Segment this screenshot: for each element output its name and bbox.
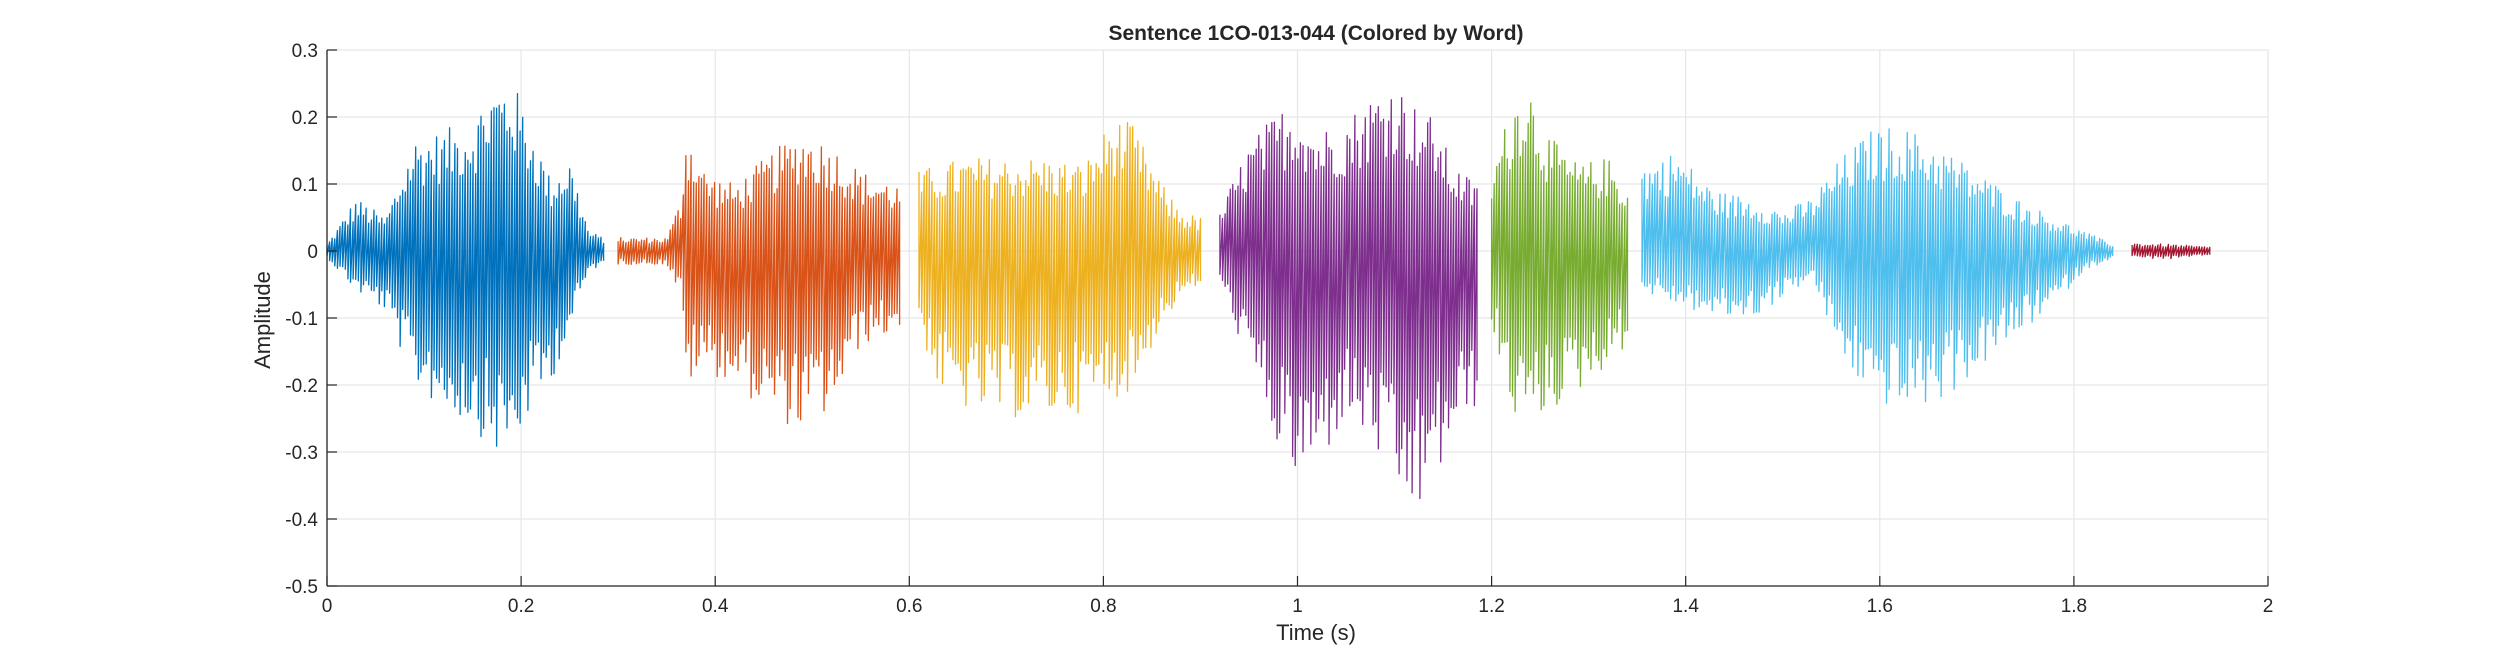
axes [326, 49, 2269, 587]
y-tick-label: 0.1 [292, 175, 318, 196]
word-segment-1 [326, 93, 605, 447]
x-tick-label: 0.2 [508, 596, 534, 617]
waveform-trace [1490, 102, 1629, 413]
y-tick-label: -0.4 [285, 510, 318, 531]
x-tick-label: 1.8 [2061, 596, 2087, 617]
waveform-trace [1641, 128, 2114, 404]
x-tick-label: 1 [1292, 596, 1303, 617]
y-axis-label: Amplitude [250, 271, 275, 369]
x-tick-label: 1.2 [1478, 596, 1504, 617]
x-axis-label: Time (s) [1276, 620, 1356, 645]
y-tick-label: -0.1 [285, 309, 318, 330]
word-segment-2 [617, 145, 901, 425]
waveform-trace [2131, 243, 2211, 260]
x-tick-label: 1.4 [1672, 596, 1699, 617]
tick-labels: 0 0.2 0.4 0.6 0.8 1 1.2 1.4 1.6 1.8 2 -0.5 -0.4 -0.3 -… [285, 41, 2273, 617]
word-segment-4 [1219, 97, 1478, 500]
chart-title: Sentence 1CO-013-044 (Colored by Word) [1108, 22, 1523, 45]
waveform-trace [1219, 97, 1478, 500]
word-segment-3 [918, 121, 1202, 418]
x-tick-label: 2 [2263, 596, 2274, 617]
word-segment-5 [1490, 102, 1629, 413]
series-layer [326, 93, 2211, 500]
y-tick-label: 0.3 [292, 41, 318, 62]
y-tick-label: -0.2 [285, 376, 318, 397]
waveform-trace [326, 93, 605, 447]
word-segment-6 [1641, 128, 2114, 404]
x-tick-label: 0.8 [1090, 596, 1116, 617]
x-tick-label: 1.6 [1867, 596, 1893, 617]
y-tick-label: -0.3 [285, 443, 318, 464]
x-tick-label: 0 [322, 596, 333, 617]
y-tick-label: 0 [307, 242, 318, 263]
waveform-trace [918, 121, 1202, 418]
y-tick-label: -0.5 [285, 577, 318, 598]
waveform-trace [617, 145, 901, 425]
x-tick-label: 0.6 [896, 596, 922, 617]
x-tick-label: 0.4 [702, 596, 729, 617]
word-segment-7 [2131, 243, 2211, 260]
y-tick-label: 0.2 [292, 108, 318, 129]
